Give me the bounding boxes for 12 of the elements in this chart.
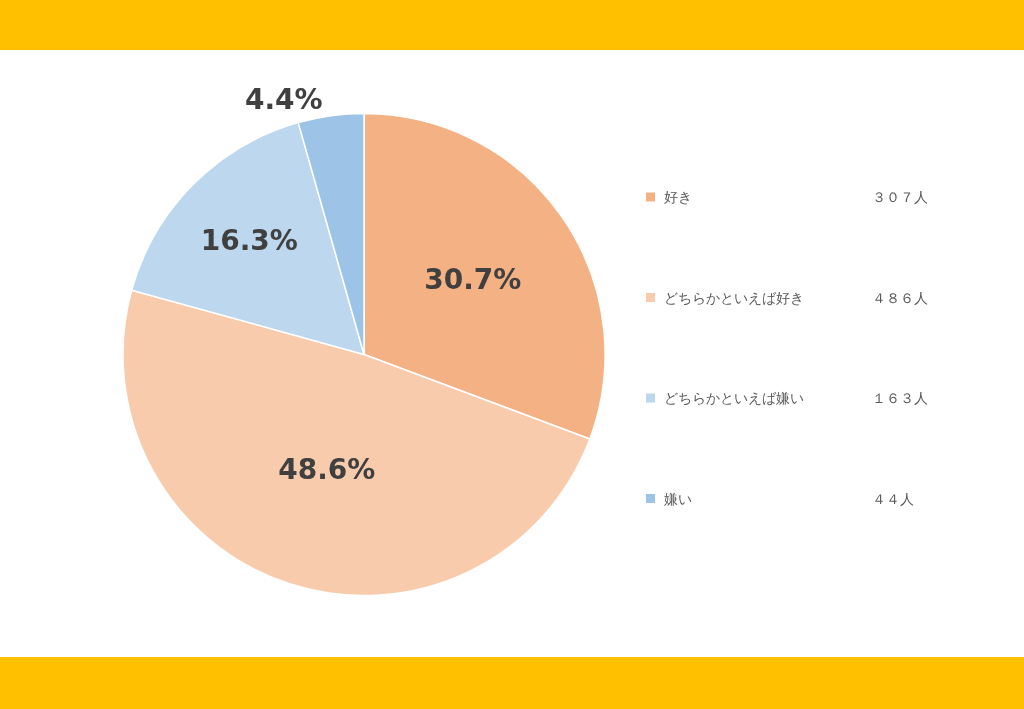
legend-label: 好き: [664, 189, 692, 205]
legend-label: 嫌い: [664, 491, 692, 507]
text: ３０７人: [872, 189, 928, 205]
text: １６３人: [872, 390, 928, 406]
data-label: 16.3%: [200, 223, 298, 257]
text: ４４人: [872, 491, 914, 507]
text: ４８６人: [872, 290, 928, 306]
data-label: 48.6%: [278, 452, 376, 486]
data-label: 30.7%: [424, 262, 522, 296]
data-label: 4.4%: [244, 83, 323, 117]
legend-label: どちらかといえば好き: [664, 290, 804, 306]
legend-label: どちらかといえば嫌い: [664, 390, 804, 406]
